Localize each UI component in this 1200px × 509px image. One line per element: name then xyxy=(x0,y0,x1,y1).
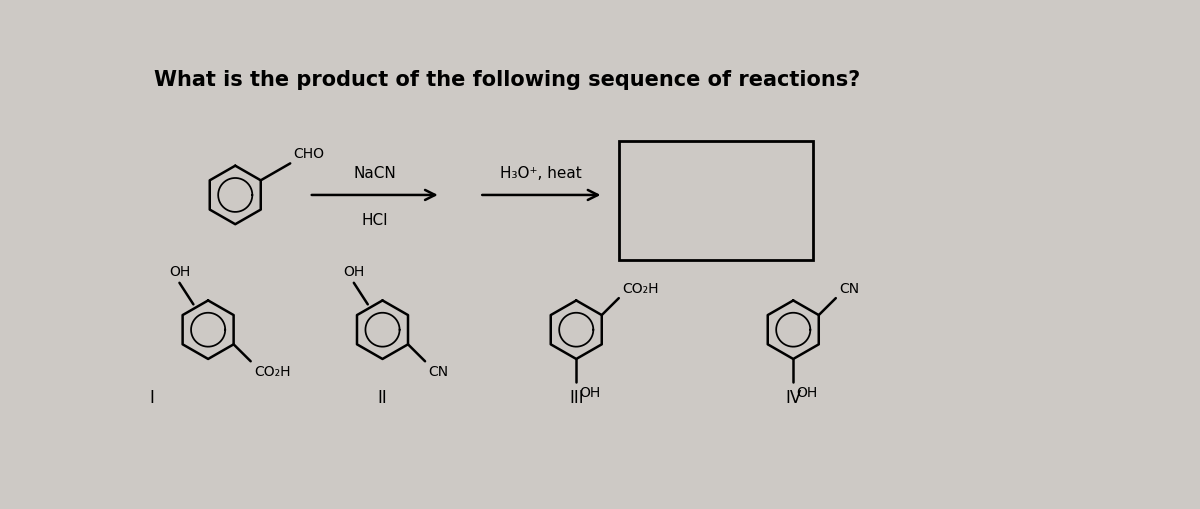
Text: CHO: CHO xyxy=(293,147,324,161)
Text: HCI: HCI xyxy=(361,212,388,228)
Text: IV: IV xyxy=(785,389,802,407)
Bar xyxy=(619,142,812,261)
Text: NaCN: NaCN xyxy=(353,165,396,180)
Text: OH: OH xyxy=(343,265,365,278)
Text: OH: OH xyxy=(580,385,601,400)
Text: OH: OH xyxy=(169,265,190,278)
Text: II: II xyxy=(378,389,388,407)
Text: CO₂H: CO₂H xyxy=(622,281,659,295)
Text: CN: CN xyxy=(839,281,859,295)
Text: OH: OH xyxy=(797,385,817,400)
Text: III: III xyxy=(569,389,583,407)
Text: CN: CN xyxy=(428,364,449,379)
Text: H₃O⁺, heat: H₃O⁺, heat xyxy=(500,165,582,180)
Text: What is the product of the following sequence of reactions?: What is the product of the following seq… xyxy=(154,70,860,90)
Text: CO₂H: CO₂H xyxy=(253,364,290,379)
Text: I: I xyxy=(149,389,154,407)
